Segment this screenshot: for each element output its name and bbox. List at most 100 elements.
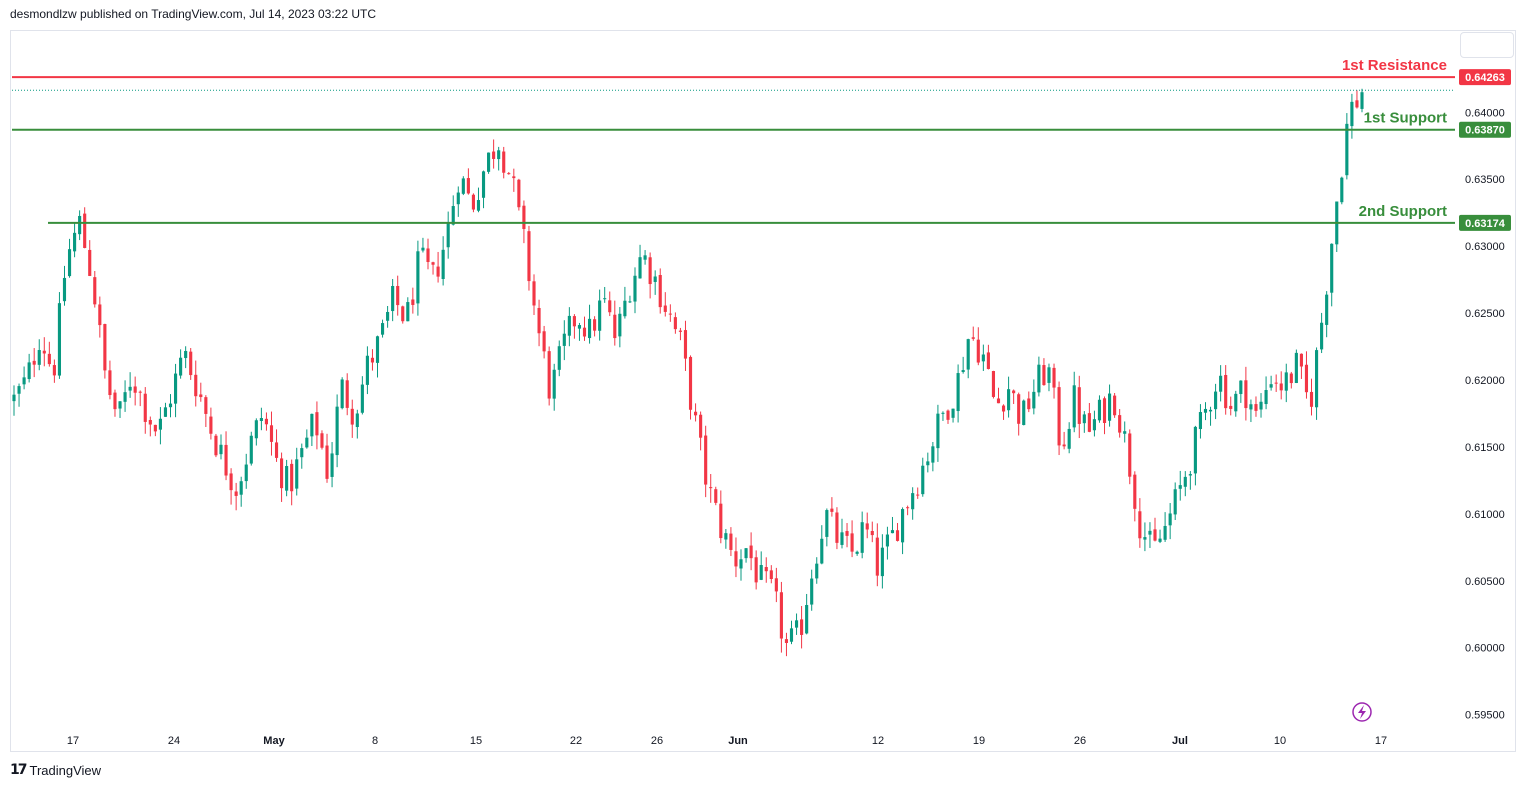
candle-body [466, 178, 470, 194]
candle-body [1355, 100, 1359, 108]
candle-body [83, 213, 87, 248]
candle-body [209, 416, 213, 434]
candle-body [971, 337, 975, 339]
candle-body [264, 418, 268, 425]
candle-body [128, 386, 132, 391]
price-tick-label: 0.63500 [1465, 174, 1505, 186]
candle-body [911, 493, 915, 510]
candle-body [658, 274, 662, 308]
time-tick-label: Jun [728, 735, 748, 747]
candle-body [254, 420, 258, 439]
candle-body [1047, 367, 1051, 383]
candle-body [143, 393, 147, 422]
candle-body [360, 384, 364, 413]
candle-body [1198, 412, 1203, 430]
candle-body [481, 171, 486, 198]
candle-body [901, 509, 905, 543]
time-tick-label: 8 [372, 735, 378, 747]
candle-body [1320, 322, 1324, 350]
candle-body [1128, 433, 1132, 477]
candle-body [244, 464, 248, 482]
candle-body [375, 336, 380, 363]
price-chart[interactable]: 1st Resistance 1st Support 2nd Support 0.6… [0, 0, 1526, 752]
candle-body [1304, 364, 1309, 393]
candle-body [421, 247, 425, 251]
candle-body [754, 557, 758, 583]
level-label: 1st Resistance [1342, 57, 1447, 74]
candle-body [830, 508, 834, 512]
candle-body [1062, 444, 1066, 447]
candle-body [557, 346, 561, 370]
candle-body [547, 351, 551, 399]
tradingview-brand: TradingView [29, 762, 102, 778]
price-tick-label: 0.61000 [1465, 509, 1505, 521]
candle-body [885, 534, 889, 547]
candle-body [598, 300, 602, 331]
candle-body [1214, 391, 1218, 410]
candle-body [805, 604, 809, 634]
candle-body [1234, 393, 1238, 412]
candle-body [1022, 400, 1026, 426]
candle-body [416, 251, 420, 304]
candles-layer [12, 88, 1364, 657]
candle-body [749, 545, 753, 559]
candle-body [295, 459, 299, 489]
candle-body [380, 323, 385, 335]
candle-body [325, 445, 329, 479]
candle-body [699, 414, 703, 438]
candle-body [648, 257, 652, 285]
candle-body [194, 374, 198, 397]
candle-body [800, 619, 804, 635]
candle-body [1042, 365, 1046, 386]
candle-body [168, 403, 173, 408]
level-label: 2nd Support [1359, 203, 1447, 220]
candle-body [138, 391, 142, 393]
time-tick-label: Jul [1172, 735, 1188, 747]
candle-body [845, 531, 849, 536]
candle-body [78, 215, 82, 235]
candle-body [123, 392, 127, 402]
candle-body [1017, 394, 1021, 424]
time-axis[interactable]: 17 24 May 8 15 22 26 Jun 12 19 26 Jul 10 17 [67, 735, 1387, 747]
candle-body [537, 307, 541, 334]
candle-body [1057, 387, 1061, 446]
candle-body [163, 407, 168, 417]
candle-body [239, 481, 243, 495]
candle-body [285, 466, 289, 491]
candle-body [93, 277, 97, 305]
price-axis[interactable]: 0.64000 0.63500 0.63000 0.62500 0.62000 0.615… [1459, 69, 1511, 722]
candle-body [694, 411, 698, 416]
candle-body [628, 301, 632, 303]
time-tick-label: 24 [168, 735, 180, 747]
tradingview-logo-icon: 17 [10, 762, 28, 778]
candle-body [17, 386, 21, 394]
candle-body [391, 285, 395, 312]
price-tick-label: 0.62000 [1465, 375, 1505, 387]
candle-body [1330, 243, 1334, 293]
candle-body [451, 206, 455, 225]
candle-body [562, 333, 566, 346]
candle-body [860, 522, 864, 553]
candle-body [719, 503, 723, 539]
candle-body [1188, 474, 1192, 476]
price-tick-label: 0.61500 [1465, 442, 1505, 454]
candle-body [835, 512, 839, 543]
candle-body [67, 249, 72, 277]
candle-body [350, 408, 354, 425]
candle-body [683, 330, 688, 359]
candle-body [148, 419, 152, 425]
candle-body [784, 639, 789, 643]
candle-body [1067, 428, 1071, 449]
candle-body [946, 410, 950, 420]
candle-body [113, 392, 117, 410]
candle-body [714, 489, 718, 503]
time-tick-label: May [263, 735, 285, 747]
chart-settings-box[interactable] [1460, 32, 1514, 58]
candle-body [1299, 353, 1303, 367]
candle-body [1219, 375, 1223, 392]
candle-body [1032, 391, 1036, 409]
candle-body [951, 408, 955, 418]
candle-body [653, 276, 657, 282]
lightning-icon[interactable] [1352, 702, 1372, 722]
candle-body [1254, 404, 1258, 411]
